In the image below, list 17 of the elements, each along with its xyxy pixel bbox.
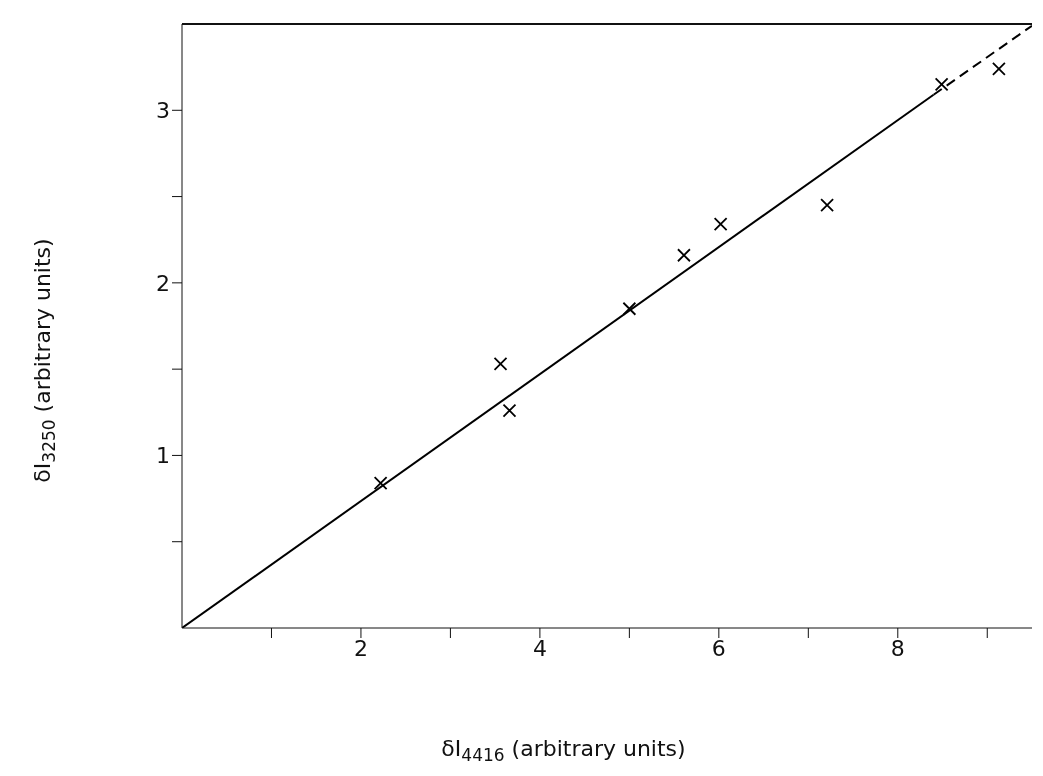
y-tick-label: 3 bbox=[156, 98, 170, 124]
x-tick-label: 6 bbox=[711, 635, 726, 661]
point bbox=[502, 403, 517, 418]
x-tick-label: 8 bbox=[890, 635, 905, 661]
point bbox=[820, 198, 835, 213]
x-axis-title: δI$_{4416}$ (arbitrary units) bbox=[441, 736, 686, 766]
y-tick-label: 2 bbox=[156, 270, 170, 296]
point bbox=[622, 301, 637, 316]
point bbox=[713, 217, 728, 232]
x-tick-label: 4 bbox=[532, 635, 547, 661]
point bbox=[991, 61, 1006, 76]
point bbox=[677, 248, 691, 263]
x-tick-label: 2 bbox=[353, 635, 368, 661]
point bbox=[373, 476, 388, 490]
point bbox=[493, 357, 508, 371]
y-tick-label: 1 bbox=[156, 443, 170, 469]
point bbox=[934, 77, 949, 92]
